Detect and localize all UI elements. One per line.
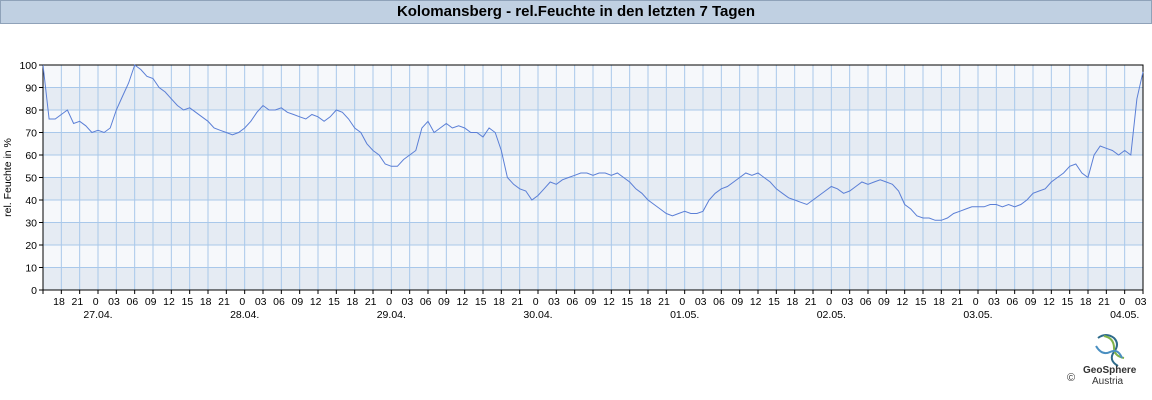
- x-tick-label: 12: [750, 296, 762, 308]
- y-tick-label: 80: [25, 105, 37, 117]
- x-tick-label: 21: [951, 296, 963, 308]
- x-tick-label: 06: [713, 296, 725, 308]
- x-tick-label: 12: [603, 296, 615, 308]
- x-tick-label: 03: [695, 296, 707, 308]
- chart-title: Kolomansberg - rel.Feuchte in den letzte…: [396, 3, 756, 20]
- x-tick-label: 03: [548, 296, 560, 308]
- y-tick-label: 0: [31, 285, 37, 297]
- x-tick-label: 18: [53, 296, 65, 308]
- x-tick-label: 03: [841, 296, 853, 308]
- x-tick-label: 18: [493, 296, 505, 308]
- x-date-label: 03.05.: [963, 309, 992, 321]
- x-tick-label: 12: [456, 296, 468, 308]
- x-date-label: 27.04.: [83, 309, 112, 321]
- x-tick-label: 18: [1080, 296, 1092, 308]
- title-bar: Kolomansberg - rel.Feuchte in den letzte…: [0, 0, 1152, 24]
- logo-swirl-mark: [1103, 335, 1125, 359]
- x-tick-label: 21: [218, 296, 230, 308]
- x-tick-label: 09: [878, 296, 890, 308]
- x-tick-label: 06: [1006, 296, 1018, 308]
- x-tick-label: 0: [533, 296, 539, 308]
- x-tick-label: 15: [915, 296, 927, 308]
- x-tick-label: 0: [386, 296, 392, 308]
- x-tick-label: 15: [475, 296, 487, 308]
- x-tick-label: 21: [365, 296, 377, 308]
- x-tick-label: 18: [933, 296, 945, 308]
- x-tick-label: 06: [860, 296, 872, 308]
- x-date-label: 28.04.: [230, 309, 259, 321]
- y-tick-label: 90: [25, 83, 37, 95]
- logo-swirl-mark: [1095, 345, 1123, 359]
- y-axis-label: rel. Feuchte in %: [2, 138, 14, 217]
- x-tick-label: 21: [1098, 296, 1110, 308]
- x-tick-label: 09: [291, 296, 303, 308]
- y-tick-label: 50: [25, 173, 37, 185]
- x-tick-label: 06: [420, 296, 432, 308]
- x-tick-label: 09: [438, 296, 450, 308]
- x-date-label: 30.04.: [523, 309, 552, 321]
- x-tick-label: 18: [640, 296, 652, 308]
- x-tick-label: 12: [310, 296, 322, 308]
- y-tick-label: 60: [25, 150, 37, 162]
- series-line: [42, 64, 1144, 221]
- x-tick-label: 12: [1043, 296, 1055, 308]
- y-tick-label: 40: [25, 195, 37, 207]
- x-tick-label: 09: [731, 296, 743, 308]
- x-tick-label: 03: [988, 296, 1000, 308]
- x-tick-label: 09: [1025, 296, 1037, 308]
- x-tick-label: 06: [566, 296, 578, 308]
- x-tick-label: 0: [973, 296, 979, 308]
- x-tick-label: 18: [200, 296, 212, 308]
- x-tick-label: 03: [108, 296, 120, 308]
- x-tick-label: 18: [346, 296, 358, 308]
- x-tick-label: 09: [585, 296, 597, 308]
- x-tick-label: 0: [239, 296, 245, 308]
- x-tick-label: 21: [511, 296, 523, 308]
- y-tick-label: 20: [25, 240, 37, 252]
- x-tick-label: 0: [679, 296, 685, 308]
- y-tick-label: 10: [25, 263, 37, 275]
- x-tick-label: 12: [163, 296, 175, 308]
- y-tick-label: 30: [25, 218, 37, 230]
- x-tick-label: 21: [805, 296, 817, 308]
- x-tick-label: 06: [273, 296, 285, 308]
- logo-name: GeoSphere: [1083, 365, 1137, 376]
- x-date-label: 02.05.: [817, 309, 846, 321]
- x-date-label: 01.05.: [670, 309, 699, 321]
- x-tick-label: 18: [786, 296, 798, 308]
- x-tick-label: 0: [1119, 296, 1125, 308]
- x-tick-label: 15: [181, 296, 193, 308]
- y-tick-label: 100: [19, 60, 37, 72]
- x-tick-label: 21: [658, 296, 670, 308]
- x-tick-label: 03: [401, 296, 413, 308]
- x-tick-label: 03: [255, 296, 267, 308]
- logo-subname: Austria: [1092, 376, 1124, 387]
- x-tick-label: 06: [126, 296, 138, 308]
- x-tick-label: 15: [621, 296, 633, 308]
- x-tick-label: 03: [1135, 296, 1147, 308]
- logo-swirl-mark: [1097, 334, 1119, 367]
- x-tick-label: 0: [93, 296, 99, 308]
- x-tick-label: 21: [71, 296, 83, 308]
- geosphere-logo: [1095, 334, 1125, 367]
- y-tick-label: 70: [25, 128, 37, 140]
- x-date-label: 29.04.: [377, 309, 406, 321]
- x-date-label: 04.05.: [1110, 309, 1139, 321]
- x-tick-label: 0: [826, 296, 832, 308]
- x-tick-label: 15: [1061, 296, 1073, 308]
- x-tick-label: 12: [896, 296, 908, 308]
- x-tick-label: 15: [768, 296, 780, 308]
- copyright-symbol: ©: [1067, 372, 1076, 384]
- x-tick-label: 09: [145, 296, 157, 308]
- x-tick-label: 15: [328, 296, 340, 308]
